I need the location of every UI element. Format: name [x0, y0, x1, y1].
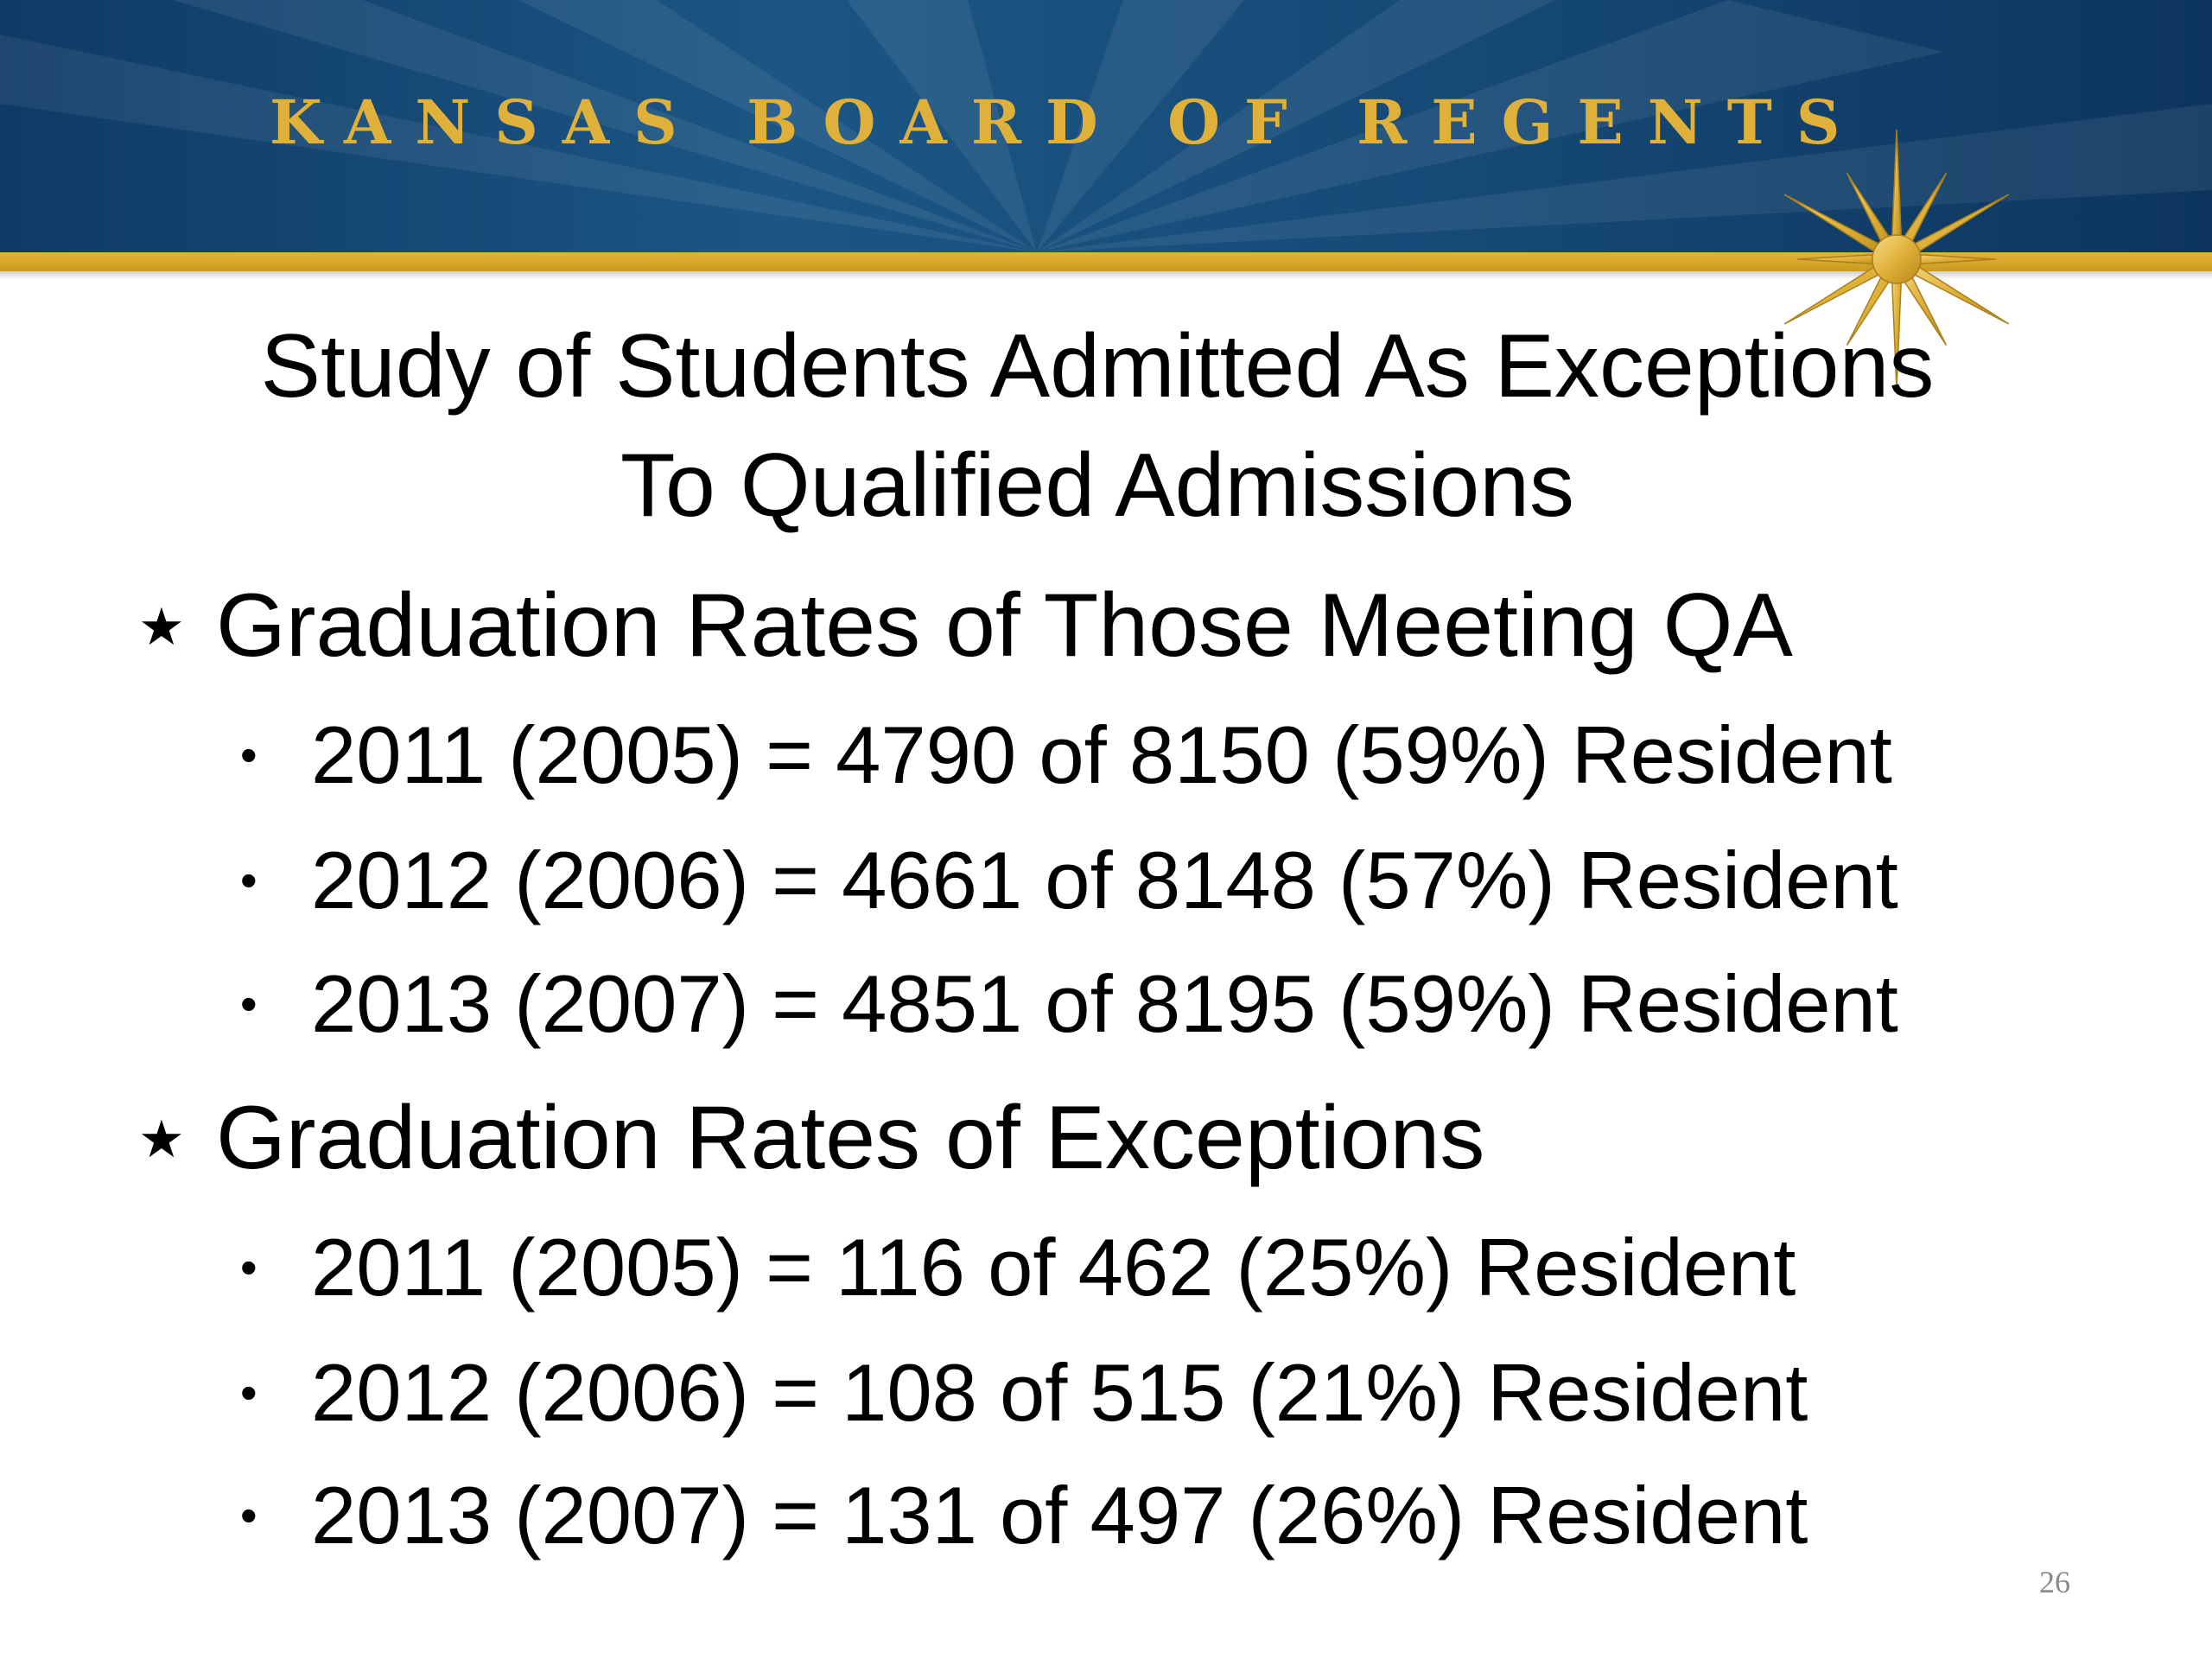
list-item: • 2011 (2005) = 4790 of 8150 (59%) Reside… — [240, 709, 1892, 802]
list-item: • 2012 (2006) = 4661 of 8148 (57%) Reside… — [240, 834, 1898, 927]
divider-shadow — [0, 271, 2212, 280]
dot-bullet-icon: • — [240, 1487, 257, 1542]
list-item: • 2011 (2005) = 116 of 462 (25%) Resident — [240, 1221, 1796, 1314]
list-item-text: 2011 (2005) = 116 of 462 (25%) Resident — [311, 1222, 1796, 1313]
list-item: • 2013 (2007) = 131 of 497 (26%) Resident — [240, 1469, 1808, 1562]
header-banner: KANSAS BOARD OF REGENTS — [0, 0, 2212, 252]
banner-rays-decoration — [0, 0, 2212, 252]
section-heading-text: Graduation Rates of Exceptions — [216, 1088, 1485, 1188]
dot-bullet-icon: • — [240, 852, 257, 907]
section-heading-text: Graduation Rates of Those Meeting QA — [216, 575, 1793, 676]
list-item-text: 2012 (2006) = 4661 of 8148 (57%) Residen… — [311, 835, 1898, 925]
star-bullet-icon: ★ — [138, 597, 185, 656]
org-name: KANSAS BOARD OF REGENTS — [270, 86, 1865, 158]
page-number: 26 — [2039, 1565, 2070, 1599]
list-item-text: 2012 (2006) = 108 of 515 (21%) Resident — [311, 1347, 1808, 1438]
list-item-text: 2013 (2007) = 4851 of 8195 (59%) Residen… — [311, 958, 1898, 1049]
list-item: • 2013 (2007) = 4851 of 8195 (59%) Reside… — [240, 957, 1898, 1051]
list-item: • 2012 (2006) = 108 of 515 (21%) Resident — [240, 1346, 1808, 1440]
slide-title: Study of Students Admitted As Exceptions… — [104, 307, 2091, 545]
star-center — [1872, 234, 1922, 284]
gold-star-icon — [1783, 129, 2010, 390]
dot-bullet-icon: • — [240, 1239, 257, 1294]
dot-bullet-icon: • — [240, 727, 257, 782]
star-bullet-icon: ★ — [138, 1109, 185, 1168]
title-line-2: To Qualified Admissions — [620, 435, 1575, 536]
dot-bullet-icon: • — [240, 1364, 257, 1420]
list-item-text: 2011 (2005) = 4790 of 8150 (59%) Residen… — [311, 709, 1892, 800]
list-item-text: 2013 (2007) = 131 of 497 (26%) Resident — [311, 1470, 1808, 1560]
section-heading: ★ Graduation Rates of Exceptions — [138, 1087, 1484, 1190]
dot-bullet-icon: • — [240, 976, 257, 1031]
gold-divider — [0, 252, 2212, 271]
section-heading: ★ Graduation Rates of Those Meeting QA — [138, 575, 1793, 677]
title-line-1: Study of Students Admitted As Exceptions — [260, 316, 1935, 416]
